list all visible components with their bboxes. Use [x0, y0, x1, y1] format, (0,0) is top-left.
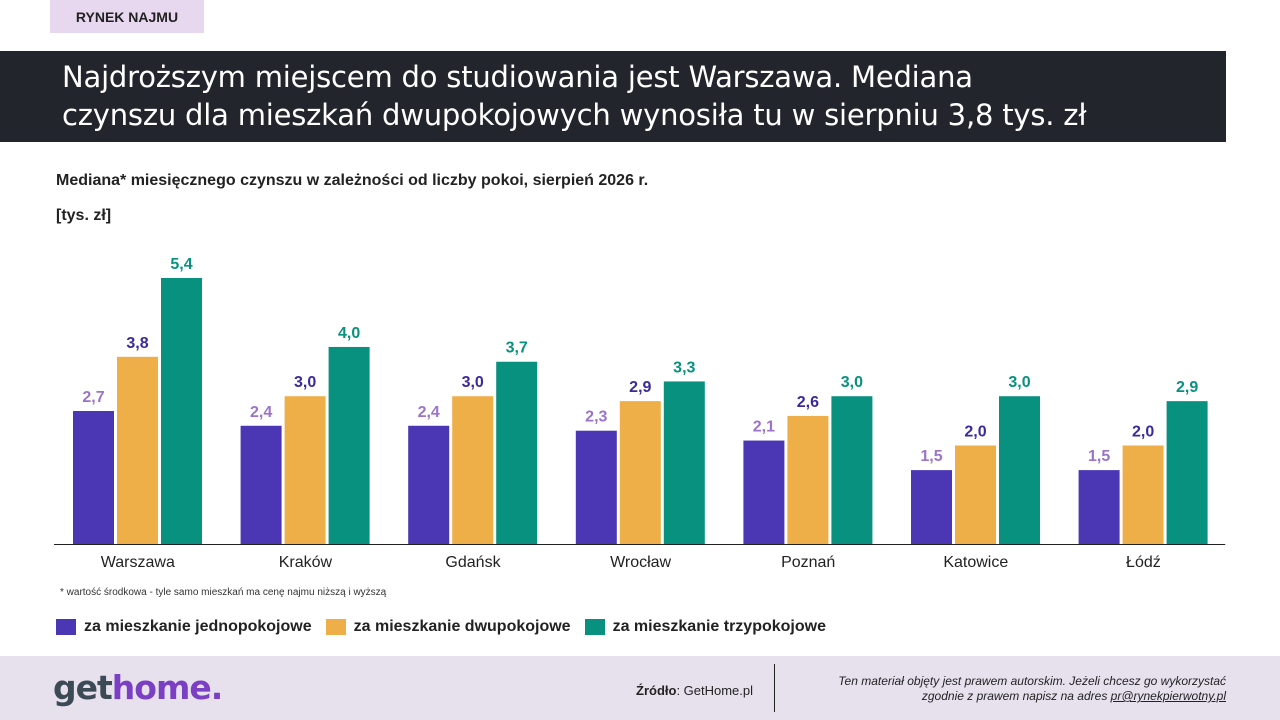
data-label-1-7: 1,5 [1088, 448, 1110, 465]
footer-bar [0, 656, 1280, 720]
data-label-2-4: 2,9 [629, 379, 651, 396]
bar-2-6 [955, 445, 996, 544]
data-label-2-7: 2,0 [1132, 423, 1154, 440]
legend-item-1: za mieszkanie jednopokojowe [56, 618, 312, 636]
legend-label-2: za mieszkanie dwupokojowe [353, 618, 571, 635]
bar-1-5 [743, 440, 785, 544]
bar-1-4 [575, 430, 617, 544]
page-headline: Najdroższym miejscem do studiowania jest… [62, 58, 1222, 134]
data-label-2-2: 3,0 [294, 374, 316, 391]
headline-banner [0, 51, 1226, 142]
bar-2-3 [452, 396, 494, 544]
category-label-1: Warszawa [101, 554, 175, 571]
data-label-3-3: 3,7 [506, 340, 528, 357]
data-label-1-6: 1,5 [920, 448, 942, 465]
category-label-7: Łódź [1126, 554, 1161, 571]
data-label-3-6: 3,0 [1008, 374, 1030, 391]
data-label-3-7: 2,9 [1176, 379, 1198, 396]
data-label-1-4: 2,3 [585, 409, 607, 426]
data-label-1-5: 2,1 [753, 419, 775, 436]
bar-3-1 [161, 278, 202, 544]
bar-2-5 [787, 415, 829, 544]
chart-title: Mediana* miesięcznego czynszu w zależnoś… [56, 172, 649, 189]
data-label-2-5: 2,6 [797, 394, 819, 411]
legend-label-3: za mieszkanie trzypokojowe [612, 618, 826, 635]
category-label-5: Poznań [781, 554, 835, 571]
bar-2-1 [117, 356, 158, 544]
data-label-2-1: 3,8 [126, 335, 148, 352]
source-note: Źródło: GetHome.pl [636, 683, 754, 698]
bar-3-6 [999, 396, 1040, 544]
legend-item-2: za mieszkanie dwupokojowe [325, 618, 571, 636]
legend-swatch-2 [325, 619, 346, 635]
bar-3-4 [663, 381, 705, 544]
data-label-2-6: 2,0 [964, 423, 986, 440]
headline-line-1: Najdroższym miejscem do studiowania jest… [62, 60, 973, 94]
category-label-3: Gdańsk [445, 554, 501, 571]
data-label-3-4: 3,3 [673, 359, 695, 376]
data-label-3-1: 5,4 [170, 256, 192, 273]
legend-label-1: za mieszkanie jednopokojowe [84, 618, 312, 635]
headline-line-2: czynszu dla mieszkań dwupokojowych wynos… [62, 98, 1087, 132]
bar-1-1 [73, 411, 114, 544]
bar-3-3 [496, 361, 538, 544]
section-tag: RYNEK NAJMU [50, 0, 204, 33]
legend-item-3: za mieszkanie trzypokojowe [584, 618, 826, 636]
legend-swatch-3 [584, 619, 605, 635]
legend-swatch-1 [56, 619, 76, 635]
category-label-2: Kraków [279, 554, 333, 571]
bar-2-4 [619, 401, 661, 544]
data-label-3-5: 3,0 [841, 374, 863, 391]
footer-divider [774, 664, 775, 712]
bar-3-2 [328, 346, 370, 544]
data-label-2-3: 3,0 [462, 374, 484, 391]
chart-legend: za mieszkanie jednopokojowe za mieszkani… [56, 618, 826, 636]
chart-unit-label: [tys. zł] [56, 207, 112, 224]
bar-1-7 [1078, 470, 1120, 544]
data-label-1-1: 2,7 [82, 389, 104, 406]
bar-3-7 [1166, 401, 1208, 544]
category-label-4: Wrocław [610, 554, 671, 571]
bar-chart: 2,7 3,8 5,4 Warszawa 2,4 3,0 4,0 Kraków 2,4 3,0 3,… [54, 256, 1226, 571]
bar-2-7 [1122, 445, 1164, 544]
category-label-6: Katowice [943, 554, 1008, 571]
gethome-logo: gethome. [53, 668, 223, 707]
contact-email-link[interactable]: pr@rynekpierwotny.pl [1110, 689, 1226, 703]
data-label-1-3: 2,4 [418, 404, 440, 421]
bar-1-2 [240, 425, 282, 544]
copyright-note: Ten materiał objęty jest prawem autorski… [838, 674, 1226, 703]
data-label-3-2: 4,0 [338, 325, 360, 342]
footnote: * wartość środkowa - tyle samo mieszkań … [60, 587, 387, 598]
bar-1-3 [408, 425, 450, 544]
data-label-1-2: 2,4 [250, 404, 272, 421]
bar-1-6 [911, 470, 952, 544]
bar-3-5 [831, 396, 873, 544]
bar-2-2 [284, 396, 326, 544]
